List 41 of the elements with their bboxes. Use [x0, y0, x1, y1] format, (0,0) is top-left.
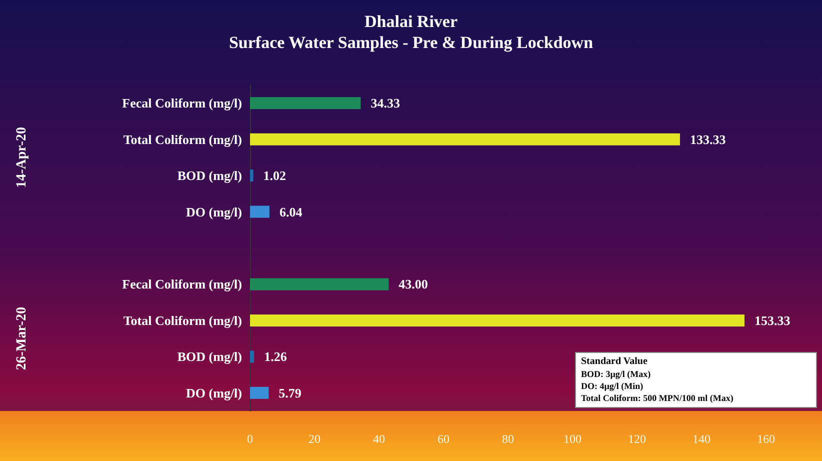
- bar: [250, 386, 269, 399]
- annotation: DO: 4µg/l (Min): [581, 380, 644, 392]
- annotation: Standard Value: [581, 356, 648, 368]
- data-label: 1.26: [264, 349, 288, 364]
- bar: [250, 278, 389, 290]
- x-tick-label: 60: [438, 432, 450, 446]
- y-tick-label: DO (mg/l): [186, 385, 242, 400]
- bar: [250, 314, 744, 326]
- data-label: 34.33: [370, 96, 400, 111]
- x-tick-label: 0: [247, 432, 253, 446]
- data-label: 153.33: [754, 312, 791, 328]
- data-label: 6.04: [279, 204, 303, 220]
- data-label: 133.33: [690, 132, 726, 147]
- y-tick-label: DO (mg/l): [186, 204, 242, 220]
- data-label: 1.02: [263, 168, 286, 184]
- x-tick-label: 120: [628, 432, 646, 446]
- y-tick-label: Total Coliform (mg/l): [123, 132, 242, 147]
- y-tick-label: BOD (mg/l): [177, 349, 242, 364]
- chart-title: Dhalai River: [364, 12, 458, 31]
- x-tick-label: 100: [564, 432, 582, 446]
- bar: [250, 350, 254, 363]
- annotation: BOD: 3µg/l (Max): [581, 368, 652, 380]
- y-tick-label: Total Coliform (mg/l): [123, 312, 242, 328]
- x-tick-label: 40: [373, 432, 385, 446]
- x-tick-label: 20: [308, 432, 320, 446]
- y-tick-label: Fecal Coliform (mg/l): [122, 96, 242, 111]
- y-tick-label: BOD (mg/l): [177, 168, 242, 184]
- bar: [250, 170, 254, 182]
- chart-subtitle: Surface Water Samples - Pre & During Lockdown: [228, 33, 594, 52]
- bar: [250, 97, 361, 110]
- text: 14-Apr-20: [14, 126, 30, 188]
- data-label: 5.79: [278, 385, 302, 400]
- text: 26-Mar-20: [14, 306, 30, 370]
- x-tick-label: 160: [757, 432, 775, 446]
- x-tick-label: 80: [502, 432, 514, 446]
- annotation: Total Coliform: 500 MPN/100 ml (Max): [581, 392, 734, 404]
- y-tick-label: Fecal Coliform (mg/l): [122, 276, 242, 292]
- data-label: 43.00: [398, 276, 428, 292]
- bar: [250, 206, 270, 218]
- bar: [250, 133, 680, 146]
- x-tick-label: 140: [692, 432, 710, 446]
